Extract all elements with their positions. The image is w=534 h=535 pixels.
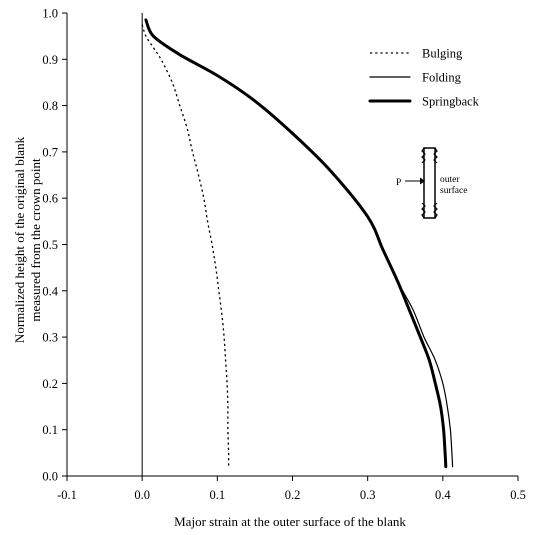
y-tick-label: 0.6 [42, 192, 58, 206]
y-tick-label: 0.4 [42, 284, 58, 298]
inset-label-p: P [396, 178, 401, 188]
series-layer [141, 18, 454, 469]
y-tick-label: 0.8 [42, 99, 58, 113]
series-line-bulging [141, 24, 230, 467]
x-tick-label: 0.0 [134, 488, 150, 502]
legend-label-bulging: Bulging [422, 47, 463, 61]
legend: Bulging Folding Springback [368, 47, 480, 109]
legend-label-folding: Folding [422, 71, 462, 85]
x-axis-title: Major strain at the outer surface of the… [174, 514, 406, 529]
series-line-folding [145, 19, 454, 468]
svg-text:measured from the crown point: measured from the crown point [28, 158, 43, 322]
y-tick-label: 0.1 [42, 423, 58, 437]
inset-blank-shape [423, 147, 436, 219]
y-tick-label: 1.0 [42, 7, 58, 21]
y-tick-label: 0.5 [42, 238, 58, 252]
inset-label-outer: outer [440, 175, 460, 185]
axes: 0.0 0.1 0.2 0.3 0.4 0.5 0.6 0.7 0.8 0.9 1.0 -0.1 0.0… [42, 7, 525, 503]
x-tick-label: 0.2 [285, 488, 301, 502]
series-line-springback [144, 18, 448, 469]
y-axis-title: Normalized height of the original blank … [12, 136, 43, 343]
x-tick-label: 0.5 [510, 488, 526, 502]
x-tick-label: -0.1 [57, 488, 77, 502]
inset-diagram: P outer surface [396, 147, 467, 219]
x-tick-label: 0.4 [435, 488, 451, 502]
y-tick-label: 0.0 [42, 470, 58, 484]
inset-wavy-edge-left [421, 147, 426, 219]
y-tick-label: 0.7 [42, 145, 58, 159]
svg-text:Normalized height of the origi: Normalized height of the original blank [12, 136, 27, 343]
y-tick-label: 0.3 [42, 331, 58, 345]
y-tick-label: 0.2 [42, 377, 58, 391]
x-tick-label: 0.1 [210, 488, 226, 502]
inset-label-surface: surface [440, 185, 467, 196]
legend-label-springback: Springback [422, 95, 480, 109]
y-tick-label: 0.9 [42, 53, 58, 67]
inset-arrow-head [420, 177, 425, 185]
x-tick-label: 0.3 [360, 488, 376, 502]
inset-wavy-edge-right [433, 147, 438, 219]
